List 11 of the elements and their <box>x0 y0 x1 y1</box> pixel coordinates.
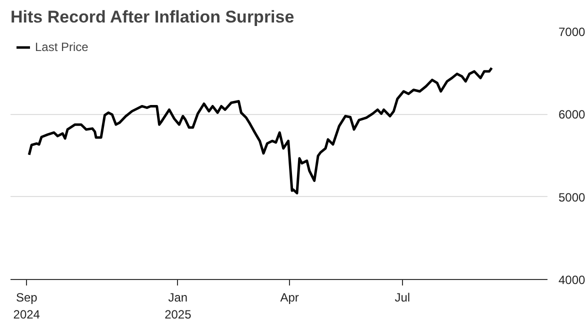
x-tick-label: Sep 2024 <box>13 290 40 322</box>
y-tick-label: 5000 <box>558 190 586 204</box>
line-series <box>28 66 493 194</box>
chart-title: Hits Record After Inflation Surprise <box>10 8 294 26</box>
y-tick-label: 4000 <box>558 273 586 287</box>
legend-label: Last Price <box>35 40 88 54</box>
x-tick-label: Jul <box>394 290 410 304</box>
y-tick-label: 7000 <box>558 25 586 39</box>
y-tick-label: 6000 <box>558 108 586 122</box>
x-tick-label: Jan 2025 <box>164 290 192 322</box>
x-tick-label: Apr <box>280 290 299 304</box>
